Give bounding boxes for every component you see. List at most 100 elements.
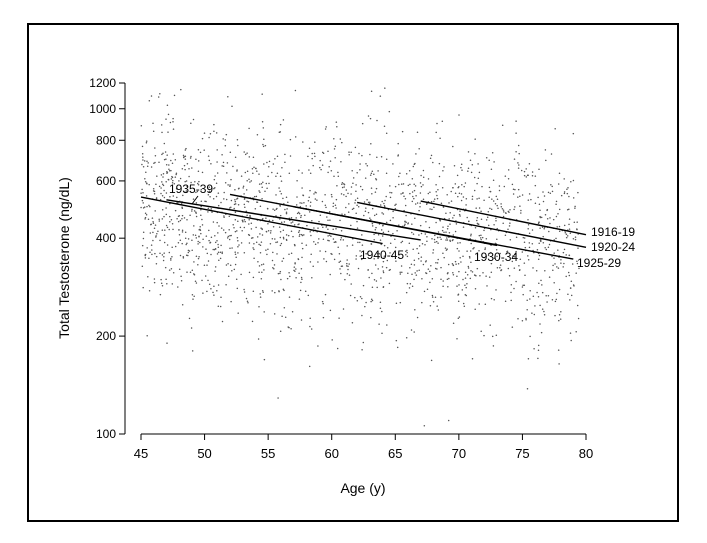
scatter-point — [282, 288, 285, 291]
scatter-point — [271, 171, 273, 174]
scatter-point — [223, 215, 225, 217]
scatter-point — [558, 208, 561, 211]
scatter-point — [211, 211, 213, 213]
scatter-point — [553, 282, 555, 284]
scatter-point — [464, 284, 466, 287]
scatter-point — [531, 243, 534, 245]
scatter-point — [275, 175, 277, 177]
scatter-point — [460, 199, 463, 202]
scatter-point — [404, 204, 407, 207]
scatter-point — [467, 170, 469, 172]
scatter-point — [228, 238, 231, 241]
scatter-point — [569, 232, 572, 234]
scatter-point — [576, 221, 578, 223]
scatter-point — [538, 254, 541, 257]
scatter-point — [193, 295, 195, 298]
scatter-point — [183, 164, 186, 167]
scatter-point — [446, 194, 448, 196]
scatter-point — [268, 160, 271, 163]
scatter-point — [519, 258, 522, 261]
scatter-point — [447, 225, 449, 228]
scatter-point — [297, 258, 300, 261]
scatter-point — [161, 209, 164, 211]
scatter-point — [531, 229, 534, 231]
scatter-point — [384, 199, 386, 202]
scatter-point — [456, 338, 458, 340]
scatter-point — [488, 276, 491, 278]
scatter-point — [181, 218, 183, 220]
scatter-point — [341, 181, 344, 184]
scatter-point — [297, 211, 300, 214]
y-tick-label: 800 — [96, 133, 116, 147]
scatter-point — [161, 153, 163, 156]
scatter-point — [160, 278, 162, 281]
scatter-point — [442, 280, 444, 282]
scatter-point — [456, 285, 458, 287]
scatter-point — [144, 216, 147, 219]
scatter-point — [285, 196, 288, 198]
scatter-point — [363, 214, 365, 217]
scatter-point — [148, 204, 150, 207]
scatter-point — [364, 305, 366, 308]
scatter-point — [202, 292, 204, 294]
scatter-point — [150, 166, 153, 168]
scatter-point — [375, 187, 378, 190]
scatter-point — [408, 287, 411, 289]
scatter-point — [383, 125, 386, 128]
scatter-point — [186, 185, 188, 188]
scatter-point — [332, 205, 334, 208]
scatter-point — [178, 234, 181, 236]
scatter-point — [376, 119, 378, 122]
scatter-point — [165, 213, 168, 216]
scatter-point — [526, 299, 528, 301]
scatter-point — [435, 184, 437, 186]
scatter-point — [327, 235, 329, 237]
axes — [124, 83, 586, 435]
scatter-point — [203, 264, 206, 266]
scatter-point — [213, 123, 215, 126]
scatter-point — [438, 175, 441, 178]
scatter-point — [259, 251, 262, 254]
scatter-point — [469, 257, 471, 259]
scatter-point — [231, 247, 233, 249]
scatter-point — [331, 339, 333, 341]
scatter-point — [158, 218, 160, 221]
scatter-point — [442, 285, 444, 287]
scatter-point — [186, 271, 188, 273]
scatter-point — [486, 216, 489, 218]
scatter-point — [535, 270, 538, 272]
scatter-point — [237, 246, 239, 248]
scatter-point — [259, 205, 262, 207]
scatter-point — [242, 221, 244, 223]
scatter-point — [304, 214, 306, 216]
scatter-point — [376, 253, 379, 255]
scatter-point — [574, 207, 576, 209]
scatter-point — [281, 260, 283, 262]
scatter-point — [394, 246, 397, 249]
scatter-point — [329, 219, 331, 221]
scatter-point — [560, 262, 562, 264]
scatter-point — [436, 262, 439, 264]
scatter-point — [187, 249, 190, 252]
scatter-point — [415, 194, 417, 197]
scatter-point — [529, 289, 531, 292]
scatter-point — [236, 169, 238, 171]
scatter-point — [564, 231, 567, 234]
scatter-point — [217, 284, 220, 286]
scatter-point — [558, 225, 561, 228]
scatter-point — [204, 200, 206, 202]
cohort-label-leader — [191, 195, 199, 205]
scatter-point — [237, 220, 239, 223]
scatter-point — [214, 270, 216, 272]
scatter-point — [546, 217, 549, 220]
scatter-point — [548, 276, 551, 278]
scatter-point — [230, 234, 232, 237]
scatter-point — [209, 196, 211, 198]
scatter-point — [186, 242, 188, 244]
scatter-point — [389, 196, 392, 199]
scatter-point — [243, 203, 246, 206]
scatter-point — [152, 239, 154, 242]
scatter-point — [381, 200, 383, 203]
scatter-point — [223, 216, 225, 219]
scatter-point — [420, 260, 422, 262]
